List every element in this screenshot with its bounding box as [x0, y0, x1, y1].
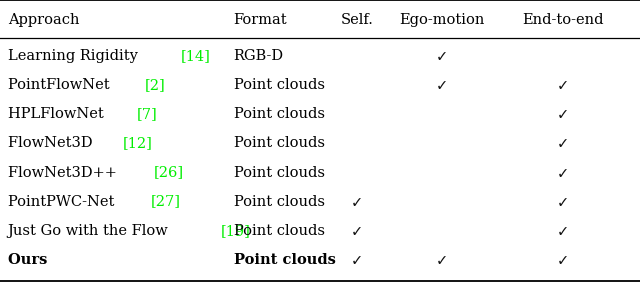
Text: [19]: [19] — [221, 224, 251, 238]
Text: ✓: ✓ — [435, 253, 448, 268]
Text: Just Go with the Flow: Just Go with the Flow — [8, 224, 173, 238]
Text: ✓: ✓ — [557, 195, 570, 210]
Text: ✓: ✓ — [351, 224, 364, 239]
Text: PointFlowNet: PointFlowNet — [8, 78, 114, 92]
Text: RGB-D: RGB-D — [234, 49, 284, 63]
Text: Point clouds: Point clouds — [234, 224, 324, 238]
Text: ✓: ✓ — [557, 107, 570, 122]
Text: Point clouds: Point clouds — [234, 136, 324, 151]
Text: ✓: ✓ — [351, 195, 364, 210]
Text: Self.: Self. — [340, 13, 374, 27]
Text: HPLFlowNet: HPLFlowNet — [8, 107, 108, 122]
Text: FlowNet3D++: FlowNet3D++ — [8, 166, 121, 180]
Text: ✓: ✓ — [557, 166, 570, 180]
Text: Approach: Approach — [8, 13, 79, 27]
Text: FlowNet3D: FlowNet3D — [8, 136, 97, 151]
Text: ✓: ✓ — [557, 224, 570, 239]
Text: PointPWC-Net: PointPWC-Net — [8, 195, 118, 209]
Text: [27]: [27] — [151, 195, 181, 209]
Text: Point clouds: Point clouds — [234, 195, 324, 209]
Text: ✓: ✓ — [435, 78, 448, 93]
Text: Ours: Ours — [8, 253, 52, 267]
Text: Learning Rigidity: Learning Rigidity — [8, 49, 142, 63]
Text: [2]: [2] — [145, 78, 166, 92]
Text: ✓: ✓ — [557, 253, 570, 268]
Text: End-to-end: End-to-end — [522, 13, 604, 27]
Text: Point clouds: Point clouds — [234, 107, 324, 122]
Text: [12]: [12] — [123, 136, 153, 151]
Text: ✓: ✓ — [351, 253, 364, 268]
Text: [26]: [26] — [154, 166, 184, 180]
Text: Format: Format — [234, 13, 287, 27]
Text: Point clouds: Point clouds — [234, 166, 324, 180]
Text: Point clouds: Point clouds — [234, 78, 324, 92]
Text: Point clouds: Point clouds — [234, 253, 335, 267]
Text: ✓: ✓ — [557, 136, 570, 151]
Text: ✓: ✓ — [435, 49, 448, 64]
Text: ✓: ✓ — [557, 78, 570, 93]
Text: [14]: [14] — [181, 49, 211, 63]
Text: Ego-motion: Ego-motion — [399, 13, 484, 27]
Text: [7]: [7] — [137, 107, 158, 122]
